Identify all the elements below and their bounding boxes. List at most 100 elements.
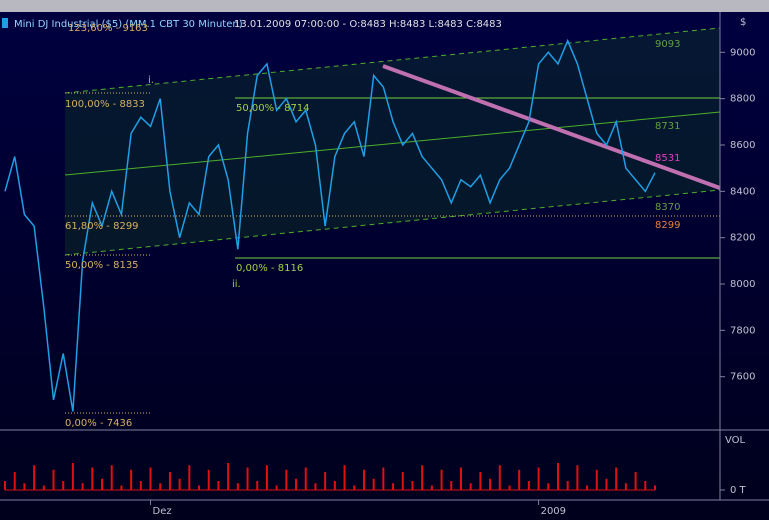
top-bar — [0, 0, 769, 12]
volume-bar — [372, 478, 375, 490]
volume-bar — [227, 463, 230, 490]
volume-bar — [556, 463, 559, 490]
volume-bar — [547, 483, 550, 490]
volume-bar — [236, 483, 239, 490]
annotation: 123,60% - 9163 — [68, 23, 148, 34]
annotation: 8531 — [655, 153, 680, 164]
volume-bar — [401, 472, 404, 490]
volume-bar — [314, 483, 317, 490]
volume-bar — [295, 478, 298, 490]
volume-bar — [586, 485, 589, 490]
volume-bar — [188, 465, 191, 490]
volume-bar — [479, 472, 482, 490]
volume-bar — [304, 467, 307, 490]
volume-bar — [168, 472, 171, 490]
y-tick-label: 7600 — [730, 372, 755, 383]
channel-center — [64, 111, 721, 176]
channel-upper — [64, 27, 721, 94]
volume-bar — [207, 469, 210, 490]
volume-bar — [430, 485, 433, 490]
volume-bar — [217, 481, 220, 490]
volume-bar — [498, 465, 501, 490]
volume-bar — [198, 485, 201, 490]
chart-title: Mini DJ Industrial ($5) (MM.1 CBT 30 Min… — [14, 19, 243, 30]
volume-bar — [421, 465, 424, 490]
volume-bar — [71, 463, 74, 490]
volume-bar — [440, 469, 443, 490]
x-tick-label: Dez — [153, 506, 172, 517]
trend-line — [382, 64, 721, 190]
volume-bar — [285, 469, 288, 490]
volume-bar — [139, 481, 142, 490]
annotation: 8299 — [655, 220, 680, 231]
volume-bar — [333, 481, 336, 490]
volume-bar — [382, 467, 385, 490]
volume-bar — [275, 485, 278, 490]
volume-bar — [81, 483, 84, 490]
volume-bar — [343, 465, 346, 490]
channel-lower — [64, 189, 721, 256]
volume-bar — [42, 485, 45, 490]
volume-bar — [537, 467, 540, 490]
volume-bar — [518, 469, 521, 490]
volume-bar — [605, 478, 608, 490]
volume-bar — [110, 465, 113, 490]
y-tick-label: 8200 — [730, 233, 755, 244]
volume-bar — [392, 483, 395, 490]
y-tick-label: 0 T — [730, 485, 747, 496]
y-tick-label: 9000 — [730, 47, 755, 58]
annotation: ii. — [232, 279, 241, 290]
volume-bar — [644, 481, 647, 490]
volume-bar — [120, 485, 123, 490]
volume-bar — [130, 469, 133, 490]
annotation: 0,00% - 8116 — [236, 263, 303, 274]
volume-bar — [624, 483, 627, 490]
annotation: 100,00% - 8833 — [65, 99, 145, 110]
volume-bar — [450, 481, 453, 490]
volume-bar — [178, 478, 181, 490]
y-tick-label: 8600 — [730, 140, 755, 151]
volume-bar — [411, 481, 414, 490]
volume-bar — [362, 469, 365, 490]
volume-bar — [91, 467, 94, 490]
chart-subtitle: 13.01.2009 07:00:00 - O:8483 H:8483 L:84… — [234, 19, 502, 30]
annotation: 9093 — [655, 39, 680, 50]
volume-bar — [52, 469, 55, 490]
volume-bar — [246, 467, 249, 490]
annotation: 50,00% - 8135 — [65, 260, 139, 271]
volume-bar — [654, 485, 656, 490]
volume-bar — [459, 467, 462, 490]
volume-bar — [256, 481, 259, 490]
volume-bar — [469, 483, 472, 490]
volume-bar — [101, 478, 104, 490]
volume-bar — [13, 472, 16, 490]
y-tick-label: 7800 — [730, 325, 755, 336]
volume-bar — [23, 483, 26, 490]
volume-bar — [566, 481, 569, 490]
y-axis-label: $ — [740, 17, 746, 28]
volume-bar — [353, 485, 356, 490]
volume-bar — [634, 472, 637, 490]
x-tick-label: 2009 — [541, 506, 566, 517]
volume-bar — [62, 481, 65, 490]
channel-fill — [65, 28, 720, 255]
y-tick-label: 8000 — [730, 279, 755, 290]
volume-bar — [33, 465, 36, 490]
volume-bar — [527, 481, 530, 490]
volume-bar — [159, 483, 162, 490]
y-tick-label: 8400 — [730, 186, 755, 197]
volume-bar — [149, 467, 152, 490]
y-tick-label: 8800 — [730, 94, 755, 105]
volume-bar — [576, 465, 579, 490]
volume-bar — [615, 467, 618, 490]
price-line — [4, 38, 656, 412]
volume-bar — [265, 465, 268, 490]
volume-bar — [595, 469, 598, 490]
annotation: i. — [148, 75, 154, 86]
volume-bar — [324, 472, 327, 490]
annotation: 8370 — [655, 202, 680, 213]
annotation: 50,00% - 8714 — [236, 103, 310, 114]
volume-label: VOL — [725, 435, 746, 446]
